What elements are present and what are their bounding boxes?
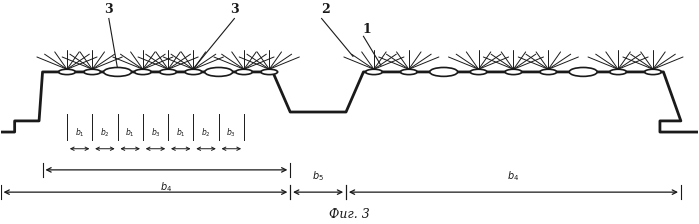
Text: $b_2$: $b_2$ bbox=[201, 126, 211, 139]
Text: 3: 3 bbox=[105, 3, 113, 16]
Text: 1: 1 bbox=[363, 23, 371, 36]
Text: $b_4$: $b_4$ bbox=[507, 169, 519, 183]
Circle shape bbox=[160, 69, 176, 75]
Text: $b_5$: $b_5$ bbox=[312, 169, 324, 183]
Circle shape bbox=[610, 69, 626, 75]
Text: 2: 2 bbox=[321, 3, 329, 16]
Circle shape bbox=[401, 69, 417, 75]
Circle shape bbox=[205, 67, 233, 76]
Circle shape bbox=[644, 69, 661, 75]
Circle shape bbox=[84, 69, 101, 75]
Text: $b_3$: $b_3$ bbox=[226, 126, 236, 139]
Text: $b_1$: $b_1$ bbox=[75, 126, 85, 139]
Circle shape bbox=[185, 69, 202, 75]
Circle shape bbox=[103, 67, 131, 76]
Circle shape bbox=[261, 69, 278, 75]
Circle shape bbox=[134, 69, 151, 75]
Circle shape bbox=[470, 69, 487, 75]
Circle shape bbox=[505, 69, 522, 75]
Circle shape bbox=[540, 69, 556, 75]
Circle shape bbox=[59, 69, 75, 75]
Text: $b_1$: $b_1$ bbox=[125, 126, 135, 139]
Text: Фиг. 3: Фиг. 3 bbox=[329, 208, 370, 221]
Text: 3: 3 bbox=[230, 3, 238, 16]
Circle shape bbox=[366, 69, 382, 75]
Circle shape bbox=[236, 69, 252, 75]
Text: $b_3$: $b_3$ bbox=[150, 126, 160, 139]
Circle shape bbox=[430, 67, 458, 76]
Circle shape bbox=[569, 67, 597, 76]
Text: $b_4$: $b_4$ bbox=[160, 180, 173, 194]
Text: $b_1$: $b_1$ bbox=[176, 126, 186, 139]
Text: $b_2$: $b_2$ bbox=[100, 126, 110, 139]
